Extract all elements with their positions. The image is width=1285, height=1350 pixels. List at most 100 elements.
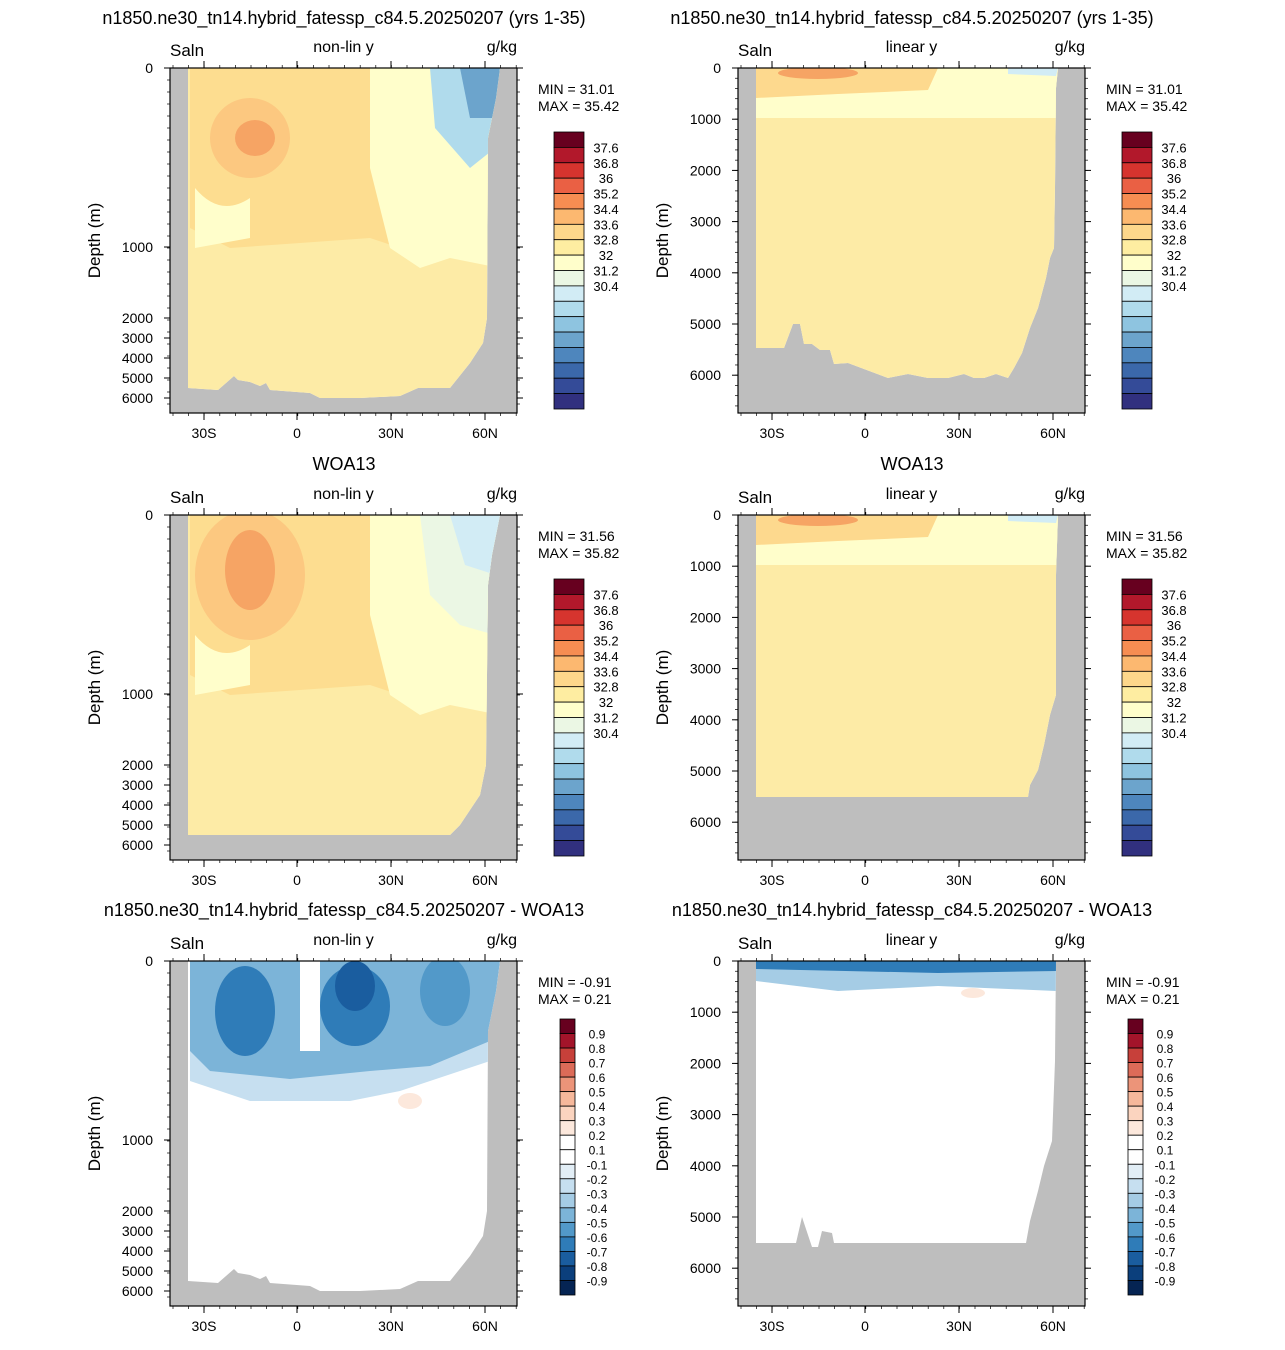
colorbar-tick-label: 36.8 [1161, 603, 1186, 618]
contour-band-minus-0-5 [420, 961, 470, 1026]
colorbar-swatch [553, 809, 585, 826]
colorbar-swatch [553, 331, 585, 348]
colorbar-swatch [553, 717, 585, 734]
plot-frame [169, 514, 518, 861]
min-value-label: MIN = -0.91 [538, 974, 612, 990]
colorbar-tick-label: 36.8 [1161, 156, 1186, 171]
contour-band-36-8 [235, 120, 275, 156]
row-title: n1850.ne30_tn14.hybrid_fatessp_c84.5.202… [102, 8, 585, 29]
colorbar-swatch [1121, 177, 1153, 194]
colorbar-tick-label: 33.6 [1161, 664, 1186, 679]
colorbar-swatch [553, 701, 585, 718]
y-tick-label: 4000 [690, 265, 721, 281]
contour-band-minus-0-6 [756, 961, 1056, 973]
colorbar-swatch [553, 254, 585, 271]
colorbar-tick-label: 0.4 [589, 1100, 606, 1114]
colorbar-swatch [559, 1192, 576, 1209]
variable-label: Saln [738, 41, 772, 60]
x-tick-label: 30N [378, 425, 404, 441]
colorbar-swatch [559, 1091, 576, 1107]
y-tick-label: 1000 [122, 239, 153, 255]
x-tick-label: 60N [1040, 425, 1066, 441]
x-tick-label: 30N [378, 1318, 404, 1334]
colorbar-swatch [1121, 208, 1153, 225]
colorbar-tick-label: 0.8 [1157, 1042, 1174, 1056]
colorbar-swatch [553, 609, 585, 626]
y-tick-label: 5000 [690, 1209, 721, 1225]
colorbar-swatch [1127, 1047, 1144, 1063]
y-tick-label: 5000 [122, 817, 153, 833]
contour-band-zero [300, 961, 320, 1051]
colorbar-tick-label: 0.9 [1157, 1028, 1174, 1042]
contour-band-34-west [195, 635, 250, 695]
max-value-label: MAX = 35.42 [538, 98, 620, 114]
y-tick-label: 3000 [690, 214, 721, 230]
colorbar-swatch [1121, 347, 1153, 364]
colorbar-tick-label: -0.3 [587, 1187, 608, 1201]
colorbar-tick-label: 33.6 [593, 664, 618, 679]
colorbar-tick-label: 30.4 [593, 279, 618, 294]
colorbar-tick-label: 36 [599, 618, 613, 633]
min-value-label: MIN = 31.01 [1106, 81, 1183, 97]
colorbar-swatch [553, 347, 585, 364]
row-title: n1850.ne30_tn14.hybrid_fatessp_c84.5.202… [670, 8, 1153, 29]
y-tick-label: 4000 [122, 350, 153, 366]
min-value-label: MIN = 31.56 [538, 528, 615, 544]
colorbar-tick-label: 36 [1167, 171, 1181, 186]
colorbar-swatch [553, 270, 585, 287]
contour-band-33 [1008, 68, 1058, 76]
colorbar-swatch [1121, 254, 1153, 271]
colorbar-tick-label: 0.6 [589, 1071, 606, 1085]
y-tick-label: 6000 [122, 1283, 153, 1299]
colorbar-tick-label: -0.5 [1155, 1216, 1176, 1230]
y-tick-label: 3000 [122, 330, 153, 346]
row-title: WOA13 [880, 454, 943, 474]
max-value-label: MAX = 35.42 [1106, 98, 1188, 114]
colorbar-swatch [553, 732, 585, 749]
colorbar-tick-label: 0.2 [1157, 1129, 1174, 1143]
colorbar-swatch [553, 285, 585, 302]
plot-frame [737, 960, 1086, 1307]
colorbar-tick-label: -0.6 [587, 1231, 608, 1245]
colorbar-swatch [553, 393, 585, 410]
plot-frame [169, 960, 518, 1307]
y-tick-label: 6000 [690, 1260, 721, 1276]
colorbar-tick-label: 0.5 [589, 1086, 606, 1100]
variable-label: Saln [170, 41, 204, 60]
x-tick-label: 30S [760, 425, 785, 441]
colorbar-swatch [553, 794, 585, 811]
colorbar-swatch [559, 1018, 576, 1034]
contour-fill-group [188, 515, 500, 835]
colorbar-swatch [553, 377, 585, 395]
colorbar-swatch [1121, 609, 1153, 626]
contour-band-0-1 [398, 1093, 422, 1109]
colorbar-tick-label: 0.7 [589, 1057, 606, 1071]
colorbar-swatch [1121, 578, 1153, 595]
chart-panel: Saln linear y g/kg 0 1000 2000 3000 4000 5000 600… [653, 486, 1188, 888]
colorbar-swatch [1121, 300, 1153, 318]
contour-band-minus-0-7 [335, 961, 375, 1011]
colorbar-tick-label: 0.5 [1157, 1086, 1174, 1100]
contour-fill-group [756, 961, 1056, 998]
colorbar-tick-label: -0.6 [1155, 1231, 1176, 1245]
min-value-label: MIN = 31.01 [538, 81, 615, 97]
colorbar-swatch [1127, 1265, 1144, 1281]
min-value-label: MIN = 31.56 [1106, 528, 1183, 544]
y-tick-label: 1000 [690, 558, 721, 574]
colorbar-tick-label: -0.2 [587, 1173, 608, 1187]
colorbar-swatch [559, 1251, 576, 1267]
contour-band-36-8 [778, 68, 858, 79]
x-tick-label: 60N [472, 425, 498, 441]
colorbar-swatch [1121, 593, 1153, 611]
colorbar-tick-label: 31.2 [593, 711, 618, 726]
colorbar-swatch [1121, 794, 1153, 811]
y-tick-label: 4000 [690, 712, 721, 728]
scale-label: linear y [886, 39, 938, 56]
colorbar-swatch [1127, 1076, 1144, 1093]
colorbar-tick-label: 0.1 [589, 1144, 606, 1158]
colorbar-swatch [559, 1221, 576, 1238]
plot-frame [737, 514, 1086, 861]
colorbar-tick-label: 33.6 [593, 217, 618, 232]
